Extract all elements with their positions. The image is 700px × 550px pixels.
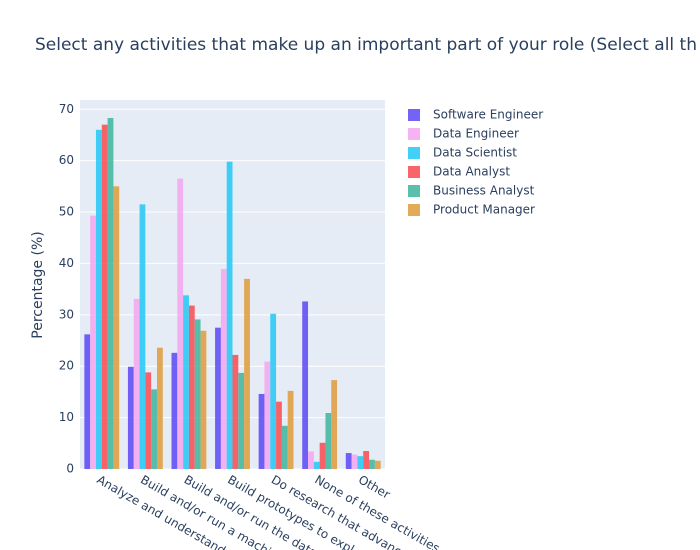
bar [215, 327, 221, 469]
bar [287, 390, 294, 469]
legend-label: Data Engineer [433, 127, 519, 141]
bar [238, 372, 245, 469]
bar [319, 442, 326, 469]
y-tick-label: 20 [59, 359, 74, 373]
bar [101, 124, 108, 470]
bar [369, 459, 375, 469]
bar [345, 453, 352, 469]
legend-swatch [408, 204, 420, 216]
bar [145, 372, 152, 469]
bar [151, 389, 157, 469]
bar [302, 301, 309, 469]
bar [258, 393, 265, 469]
bar [133, 298, 140, 469]
bar [331, 380, 338, 469]
legend-label: Product Manager [433, 203, 535, 217]
legend-swatch [408, 109, 420, 121]
bar [276, 401, 282, 469]
bar [183, 295, 189, 469]
chart-title: Select any activities that make up an im… [35, 35, 697, 55]
bar [188, 305, 195, 469]
bar [107, 117, 114, 470]
y-tick-label: 70 [59, 102, 74, 116]
y-tick-label: 40 [59, 256, 74, 270]
bar [244, 278, 250, 469]
bar [156, 347, 163, 469]
legend-label: Software Engineer [433, 108, 543, 122]
y-tick-label: 60 [59, 153, 74, 167]
legend-label: Data Scientist [433, 146, 517, 160]
bar [226, 161, 233, 469]
y-tick-label: 50 [59, 205, 74, 219]
bar [139, 204, 146, 469]
bar [232, 354, 239, 469]
legend-swatch [408, 166, 420, 178]
bar [270, 313, 277, 469]
bar [95, 129, 102, 469]
bar [351, 454, 358, 469]
bar [194, 319, 201, 469]
legend-swatch [408, 128, 420, 140]
bar [313, 461, 320, 469]
y-tick-label: 0 [66, 462, 74, 476]
bar [171, 352, 178, 469]
bar [357, 456, 364, 469]
y-tick-label: 10 [59, 410, 74, 424]
bar [90, 215, 96, 469]
bar [200, 330, 207, 469]
legend-label: Business Analyst [433, 184, 535, 198]
bar [113, 186, 120, 469]
y-tick-label: 30 [59, 307, 74, 321]
bar [84, 334, 91, 469]
y-axis-label: Percentage (%) [30, 231, 46, 338]
bar [220, 269, 227, 469]
bar [363, 451, 370, 469]
bar [127, 366, 134, 469]
bar [374, 460, 381, 469]
bar [177, 178, 184, 469]
bar [325, 412, 332, 469]
legend-label: Data Analyst [433, 165, 510, 179]
bar [281, 425, 288, 469]
legend-swatch [408, 147, 420, 159]
bar [264, 361, 271, 469]
bar [308, 451, 314, 469]
legend-swatch [408, 185, 420, 197]
